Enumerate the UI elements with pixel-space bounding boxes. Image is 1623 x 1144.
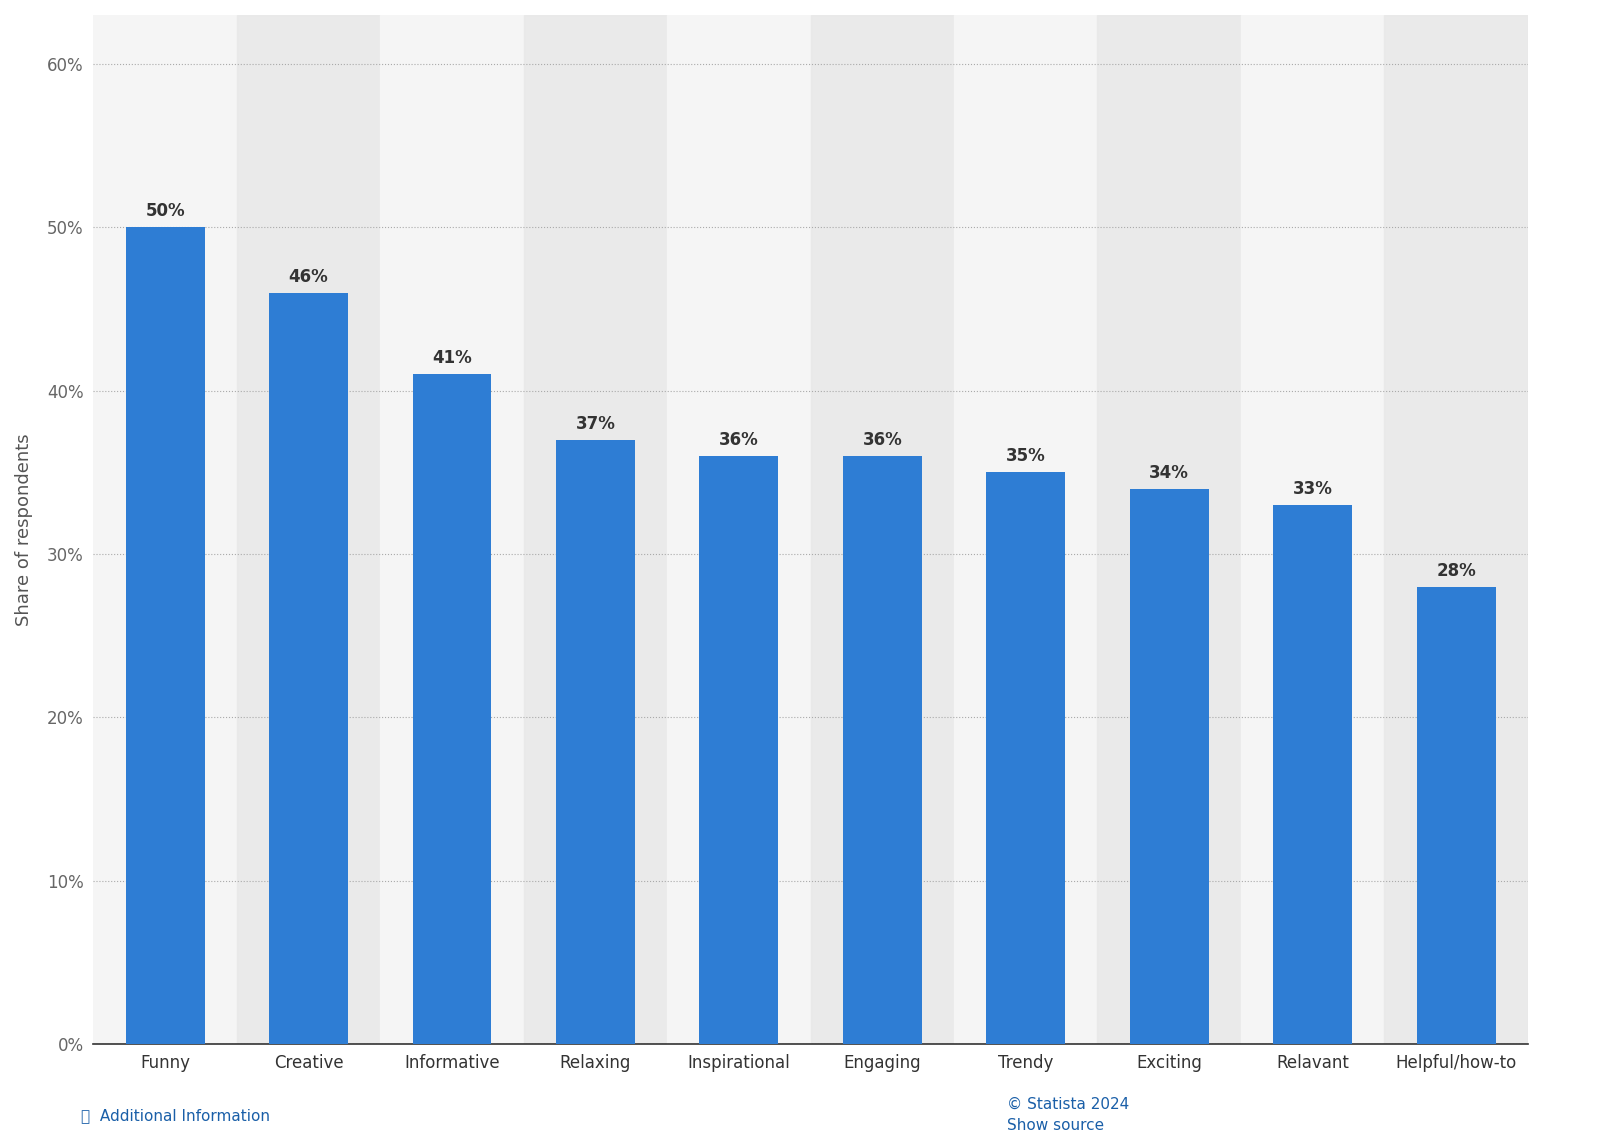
- Bar: [1097, 15, 1240, 1044]
- Text: 36%: 36%: [719, 431, 758, 450]
- Bar: [1272, 505, 1352, 1044]
- Text: 28%: 28%: [1435, 562, 1475, 580]
- Text: Show source: Show source: [1006, 1118, 1104, 1133]
- Bar: [842, 456, 922, 1044]
- Bar: [1130, 488, 1208, 1044]
- Bar: [380, 15, 523, 1044]
- Bar: [555, 439, 635, 1044]
- Text: 33%: 33%: [1292, 480, 1332, 498]
- Bar: [412, 374, 492, 1044]
- Bar: [810, 15, 953, 1044]
- Text: 35%: 35%: [1005, 447, 1045, 466]
- Bar: [125, 228, 204, 1044]
- Bar: [953, 15, 1097, 1044]
- Bar: [1383, 15, 1527, 1044]
- Text: 50%: 50%: [144, 202, 185, 221]
- Text: 46%: 46%: [289, 268, 328, 286]
- Bar: [523, 15, 667, 1044]
- Bar: [667, 15, 810, 1044]
- Text: 41%: 41%: [432, 349, 472, 367]
- Bar: [1240, 15, 1383, 1044]
- Bar: [93, 15, 237, 1044]
- Text: 34%: 34%: [1149, 463, 1188, 482]
- Text: 37%: 37%: [575, 415, 615, 432]
- Bar: [985, 472, 1065, 1044]
- Text: 36%: 36%: [862, 431, 902, 450]
- Y-axis label: Share of respondents: Share of respondents: [15, 434, 32, 626]
- Bar: [700, 456, 777, 1044]
- Bar: [1415, 587, 1495, 1044]
- Text: ⓘ  Additional Information: ⓘ Additional Information: [81, 1109, 269, 1123]
- Bar: [269, 293, 347, 1044]
- Text: © Statista 2024: © Statista 2024: [1006, 1097, 1128, 1112]
- Bar: [237, 15, 380, 1044]
